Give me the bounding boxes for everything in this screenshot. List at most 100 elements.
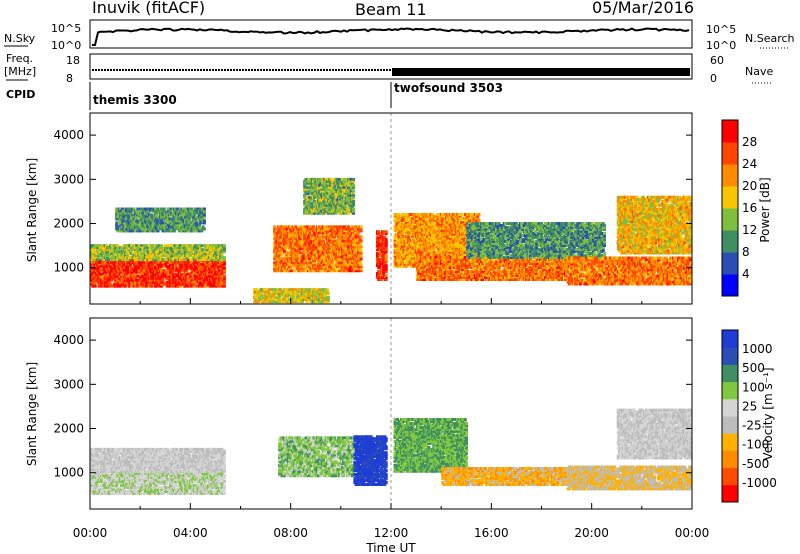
power-cell: [340, 235, 344, 239]
power-cell: [113, 276, 117, 280]
power-cell: [293, 288, 297, 292]
power-cell: [202, 258, 206, 262]
power-cell: [349, 257, 353, 261]
power-cell: [280, 294, 284, 298]
power-cell: [255, 294, 259, 298]
power-cell: [185, 260, 189, 264]
power-cell: [214, 280, 218, 284]
power-cell: [347, 237, 351, 241]
power-cell: [322, 253, 325, 257]
power-cell: [280, 243, 284, 247]
power-cell: [327, 183, 330, 187]
power-cell: [166, 223, 170, 227]
power-cell: [407, 252, 411, 256]
power-cell: [291, 300, 295, 304]
power-cell: [384, 238, 388, 242]
power-cell: [342, 179, 346, 183]
power-cell: [194, 280, 198, 284]
power-cell: [322, 267, 325, 271]
power-cell: [296, 290, 300, 294]
power-cell: [126, 254, 130, 258]
power-cell: [305, 181, 309, 185]
power-cell: [354, 237, 358, 241]
power-cell: [402, 240, 406, 244]
power-cell: [212, 246, 216, 250]
power-cell: [133, 274, 137, 278]
power-cell: [384, 264, 388, 268]
power-cell: [108, 282, 112, 286]
power-cell: [122, 268, 126, 272]
power-cell: [151, 272, 155, 276]
power-cell: [384, 274, 388, 277]
power-cell: [192, 225, 196, 229]
power-cell: [147, 244, 151, 248]
power-cell: [328, 207, 332, 211]
power-cell: [197, 266, 201, 270]
power-cell: [107, 274, 111, 278]
power-cell: [307, 229, 310, 233]
power-cell: [171, 284, 175, 288]
power-cell: [318, 261, 322, 265]
power-cell: [344, 247, 348, 251]
power-cell: [359, 269, 363, 273]
power-cell: [408, 256, 412, 260]
power-cell: [399, 225, 403, 228]
power-cell: [358, 247, 362, 251]
power-cell: [275, 241, 279, 245]
power-cell: [359, 265, 363, 269]
power-cell: [402, 248, 406, 252]
power-cell: [190, 223, 194, 227]
power-cell: [401, 246, 404, 250]
power-cell: [329, 235, 333, 239]
power-cell: [317, 251, 320, 255]
power-cell: [340, 261, 344, 265]
power-cell: [339, 201, 343, 205]
power-cell: [132, 207, 136, 211]
power-cell: [294, 300, 298, 304]
power-cell: [156, 254, 160, 258]
power-cell: [122, 215, 126, 219]
power-cell: [115, 270, 119, 274]
power-cell: [111, 246, 115, 250]
power-cell: [107, 252, 111, 256]
power-cell: [291, 296, 295, 300]
power-cell: [285, 255, 289, 259]
power-cell: [399, 221, 403, 224]
power-cell: [357, 269, 361, 273]
power-cell: [97, 258, 101, 262]
power-cell: [310, 177, 314, 181]
power-cell: [335, 269, 339, 273]
power-cell: [212, 268, 216, 272]
power-cell: [105, 276, 108, 280]
power-cell: [313, 261, 317, 265]
power-cell: [125, 280, 129, 284]
power-cell: [338, 235, 342, 239]
power-cell: [383, 262, 387, 266]
power-cell: [291, 241, 295, 245]
power-cell: [355, 229, 359, 233]
power-cell: [222, 278, 226, 282]
power-cell: [214, 262, 218, 266]
power-cell: [411, 223, 415, 226]
power-cell: [289, 267, 293, 271]
power-cell: [147, 258, 151, 262]
power-cell: [145, 248, 149, 252]
power-cell: [283, 292, 287, 296]
power-cell: [283, 251, 287, 255]
freq-label-line1: Freq.: [6, 52, 33, 65]
power-cell: [156, 209, 160, 213]
power-cell: [319, 298, 323, 302]
power-cell: [332, 209, 336, 213]
power-cell: [327, 292, 330, 296]
power-cell: [413, 226, 417, 230]
power-cell: [217, 270, 221, 274]
power-cell: [401, 244, 404, 248]
power-cell: [112, 270, 116, 274]
power-cell: [161, 260, 165, 264]
power-cell: [118, 258, 122, 262]
power-cell: [137, 260, 141, 264]
power-cell: [355, 233, 359, 237]
power-cell: [195, 284, 199, 288]
power-cell: [141, 254, 145, 258]
power-cell: [160, 268, 164, 272]
